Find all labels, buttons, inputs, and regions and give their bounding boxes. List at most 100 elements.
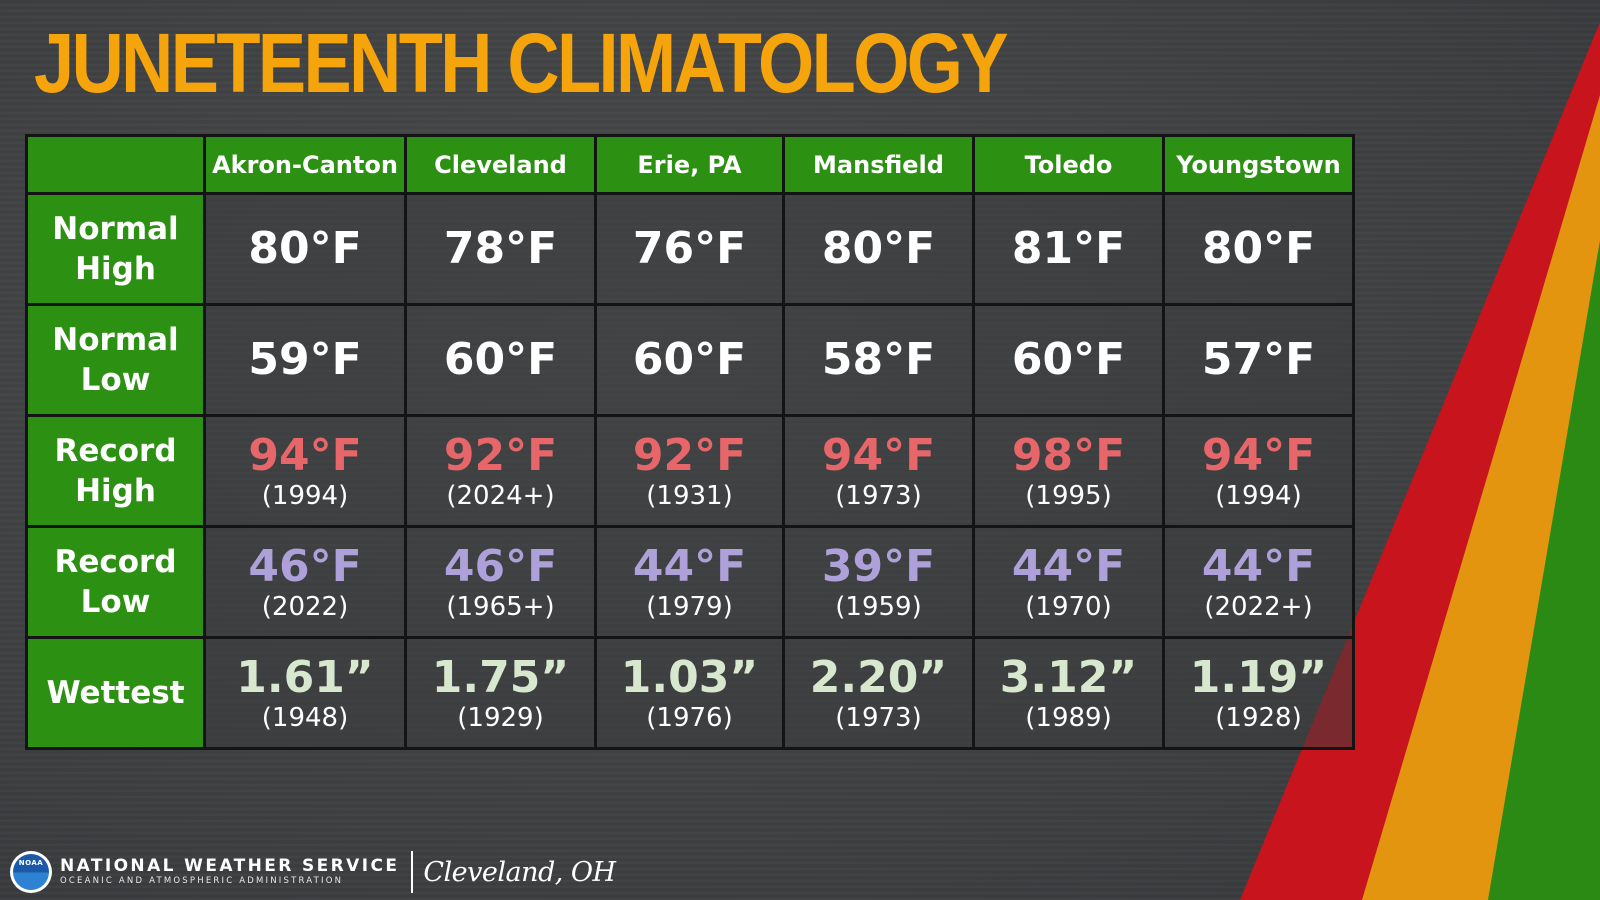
cell-value: 46°F xyxy=(248,541,362,592)
table-cell: 80°F xyxy=(203,192,407,306)
cell-year: (1995) xyxy=(1025,481,1112,511)
climatology-table: Akron-Canton Cleveland Erie, PA Mansfiel… xyxy=(25,134,1355,750)
table-cell: 3.12” (1989) xyxy=(972,636,1165,750)
cell-value: 81°F xyxy=(1011,223,1126,274)
footer: NOAA NATIONAL WEATHER SERVICE OCEANIC AN… xyxy=(10,850,616,894)
table-cell: 60°F xyxy=(972,303,1165,417)
cell-value: 59°F xyxy=(248,334,362,385)
cell-value: 58°F xyxy=(821,334,936,385)
cell-year: (1970) xyxy=(1025,592,1112,622)
corner-cell xyxy=(25,134,206,195)
cell-year: (1994) xyxy=(1215,481,1302,511)
table-cell: 46°F (1965+) xyxy=(404,525,597,639)
cell-value: 60°F xyxy=(443,334,558,385)
cell-value: 98°F xyxy=(1011,430,1126,481)
cell-year: (1989) xyxy=(1025,703,1112,733)
table-cell: 44°F (1970) xyxy=(972,525,1165,639)
cell-year: (2024+) xyxy=(446,481,555,511)
column-header: Youngstown xyxy=(1162,134,1355,195)
table-cell: 94°F (1994) xyxy=(203,414,407,528)
cell-value: 57°F xyxy=(1201,334,1316,385)
cell-year: (1929) xyxy=(457,703,544,733)
table-cell: 44°F (2022+) xyxy=(1162,525,1355,639)
table-cell: 60°F xyxy=(594,303,785,417)
table-cell: 44°F (1979) xyxy=(594,525,785,639)
table-cell: 98°F (1995) xyxy=(972,414,1165,528)
cell-value: 46°F xyxy=(443,541,558,592)
organization-block: NATIONAL WEATHER SERVICE OCEANIC AND ATM… xyxy=(60,857,399,887)
table-cell: 1.03” (1976) xyxy=(594,636,785,750)
logo-globe xyxy=(13,854,49,890)
cell-value: 92°F xyxy=(443,430,558,481)
row-label: Record High xyxy=(25,414,206,528)
table-cell: 39°F (1959) xyxy=(782,525,975,639)
cell-year: (1973) xyxy=(835,481,922,511)
cell-value: 2.20” xyxy=(809,652,948,703)
cell-year: (1931) xyxy=(646,481,733,511)
table-cell: 1.19” (1928) xyxy=(1162,636,1355,750)
row-label: Normal Low xyxy=(25,303,206,417)
column-header: Toledo xyxy=(972,134,1165,195)
cell-value: 60°F xyxy=(1011,334,1126,385)
row-label: Wettest xyxy=(25,636,206,750)
table-cell: 80°F xyxy=(1162,192,1355,306)
column-header: Akron-Canton xyxy=(203,134,407,195)
table-row: Wettest 1.61” (1948) 1.75” (1929) 1.03” (19… xyxy=(25,636,1355,750)
table-cell: 57°F xyxy=(1162,303,1355,417)
cell-value: 39°F xyxy=(821,541,936,592)
table-row: Record High 94°F (1994) 92°F (2024+) 92°F(… xyxy=(25,414,1355,528)
column-header: Mansfield xyxy=(782,134,975,195)
page-title: JUNETEENTH CLIMATOLOGY xyxy=(34,16,1009,110)
cell-year: (1948) xyxy=(261,703,349,733)
cell-value: 94°F xyxy=(1201,430,1316,481)
cell-value: 76°F xyxy=(632,223,747,274)
cell-value: 44°F xyxy=(632,541,747,592)
table-cell: 1.61” (1948) xyxy=(203,636,407,750)
row-label: Normal High xyxy=(25,192,206,306)
cell-value: 1.61” xyxy=(236,652,374,703)
cell-value: 94°F xyxy=(821,430,936,481)
column-header: Cleveland xyxy=(404,134,597,195)
cell-year: (1959) xyxy=(835,592,922,622)
table-cell: 92°F (2024+) xyxy=(404,414,597,528)
cell-year: (1994) xyxy=(261,481,349,511)
cell-value: 1.03” xyxy=(620,652,759,703)
header-row: Akron-Canton Cleveland Erie, PA Mansfiel… xyxy=(25,134,1355,195)
table-cell: 78°F xyxy=(404,192,597,306)
table-cell: 80°F xyxy=(782,192,975,306)
cell-value: 94°F xyxy=(248,430,362,481)
cell-value: 80°F xyxy=(1201,223,1316,274)
organization-name: NATIONAL WEATHER SERVICE xyxy=(60,856,400,876)
cell-value: 92°F xyxy=(632,430,747,481)
table-cell: 94°F (1973) xyxy=(782,414,975,528)
logo-text: NOAA xyxy=(18,859,44,867)
cell-value: 1.75” xyxy=(431,652,570,703)
cell-year: (1973) xyxy=(835,703,922,733)
cell-year: (1976) xyxy=(646,703,733,733)
cell-value: 44°F xyxy=(1201,541,1316,592)
table-cell: 46°F (2022) xyxy=(203,525,407,639)
table-cell: 92°F (1931) xyxy=(594,414,785,528)
noaa-logo-icon: NOAA xyxy=(10,851,52,893)
table-cell: 59°F xyxy=(203,303,407,417)
cell-value: 78°F xyxy=(443,223,558,274)
table-row: Normal Low 59°F 60°F 60°F 58°F 60°F 57°F xyxy=(25,303,1355,417)
cell-value: 3.12” xyxy=(999,652,1138,703)
orange-stripe xyxy=(1362,95,1600,900)
table-cell: 81°F xyxy=(972,192,1165,306)
footer-divider xyxy=(411,851,414,893)
column-header: Erie, PA xyxy=(594,134,785,195)
table-cell: 58°F xyxy=(782,303,975,417)
row-label: Record Low xyxy=(25,525,206,639)
table-cell: 2.20” (1973) xyxy=(782,636,975,750)
table-cell: 76°F xyxy=(594,192,785,306)
cell-year: (1979) xyxy=(646,592,733,622)
cell-year: (2022) xyxy=(261,592,349,622)
green-stripe xyxy=(1488,240,1600,900)
table-row: Record Low 46°F (2022) 46°F (1965+) 44°F (1… xyxy=(25,525,1355,639)
cell-year: (1965+) xyxy=(446,592,555,622)
cell-year: (1928) xyxy=(1215,703,1302,733)
cell-value: 1.19” xyxy=(1189,652,1328,703)
table-cell: 60°F xyxy=(404,303,597,417)
cell-year: (2022+) xyxy=(1204,592,1313,622)
